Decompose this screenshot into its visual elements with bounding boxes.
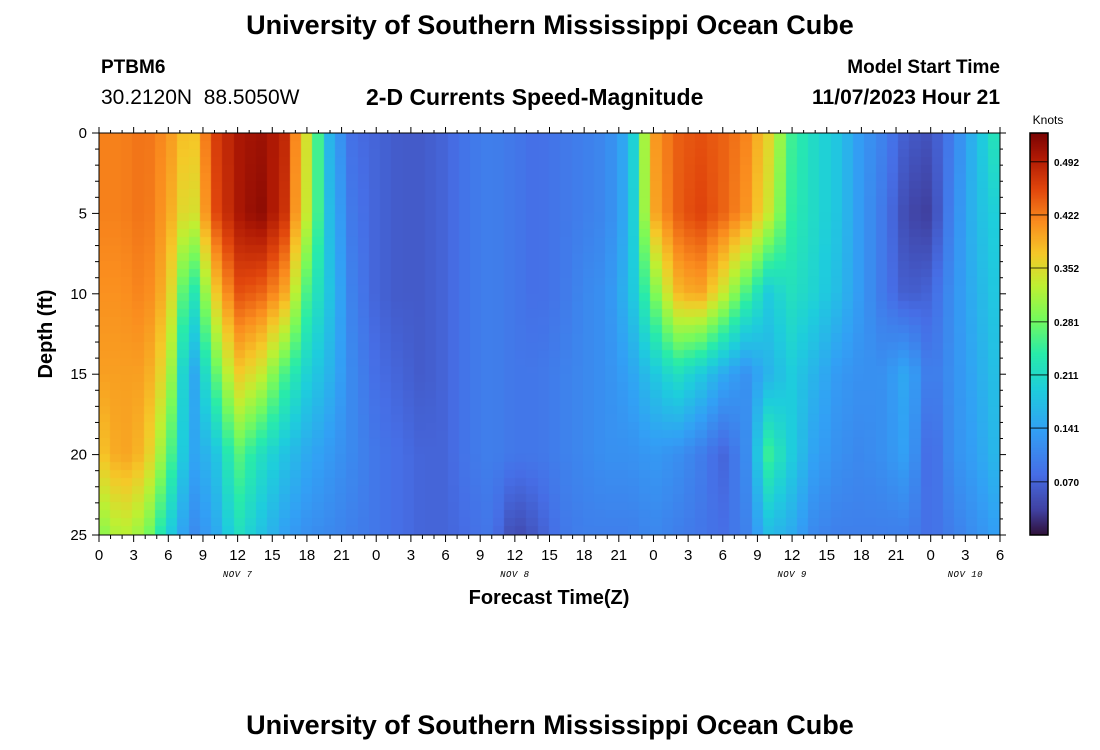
x-tick-label: 21 — [610, 547, 627, 564]
colorbar-tick-label: 0.422 — [1054, 211, 1079, 222]
x-tick-label: 15 — [264, 547, 281, 564]
x-tick-label: 15 — [818, 547, 835, 564]
x-tick-label: 9 — [199, 547, 207, 564]
colorbar-tick-label: 0.141 — [1054, 424, 1079, 435]
page-title: University of Southern Mississippi Ocean… — [246, 10, 854, 40]
x-tick-label: 9 — [476, 547, 484, 564]
colorbar-tick-label: 0.070 — [1054, 478, 1079, 489]
x-tick-label: 6 — [441, 547, 449, 564]
date-label: NOV 10 — [948, 570, 984, 580]
footer-title: University of Southern Mississippi Ocean… — [246, 710, 854, 740]
colorbar-title: Knots — [1033, 113, 1064, 127]
date-label: NOV 9 — [777, 570, 807, 580]
x-tick-label: 3 — [407, 547, 415, 564]
x-tick-label: 15 — [541, 547, 558, 564]
station-id: PTBM6 — [101, 57, 166, 78]
y-tick-label: 5 — [79, 205, 87, 222]
colorbar-gradient — [1030, 133, 1048, 535]
date-label: NOV 7 — [223, 570, 253, 580]
colorbar-tick-label: 0.352 — [1054, 264, 1079, 275]
speed-heatmap — [99, 133, 1000, 535]
x-tick-label: 3 — [684, 547, 692, 564]
x-tick-label: 18 — [576, 547, 593, 564]
x-tick-label: 21 — [333, 547, 350, 564]
x-tick-label: 6 — [164, 547, 172, 564]
x-tick-label: 3 — [961, 547, 969, 564]
colorbar-tick-label: 0.492 — [1054, 158, 1079, 169]
x-tick-label: 21 — [888, 547, 905, 564]
station-coordinates: 30.2120N 88.5050W — [101, 86, 300, 109]
model-start-label: Model Start Time — [847, 57, 1000, 78]
colorbar-tick-label: 0.211 — [1054, 371, 1079, 382]
x-tick-label: 0 — [372, 547, 380, 564]
date-label: NOV 8 — [500, 570, 530, 580]
y-tick-label: 10 — [70, 286, 87, 303]
x-tick-label: 0 — [927, 547, 935, 564]
colorbar-tick-label: 0.281 — [1054, 318, 1079, 329]
x-tick-label: 9 — [753, 547, 761, 564]
x-tick-label: 0 — [95, 547, 103, 564]
x-tick-label: 3 — [129, 547, 137, 564]
plot-frame — [98, 132, 1001, 536]
x-tick-label: 6 — [719, 547, 727, 564]
x-tick-label: 18 — [853, 547, 870, 564]
x-tick-label: 0 — [649, 547, 657, 564]
x-tick-label: 12 — [507, 547, 524, 564]
model-start-value: 11/07/2023 Hour 21 — [812, 86, 1000, 109]
y-tick-label: 15 — [70, 366, 87, 383]
y-tick-label: 20 — [70, 447, 87, 464]
colorbar-frame — [1029, 132, 1049, 536]
chart-subtitle: 2-D Currents Speed-Magnitude — [366, 84, 704, 110]
x-tick-label: 18 — [299, 547, 316, 564]
y-axis-label: Depth (ft) — [35, 290, 57, 379]
y-tick-label: 25 — [70, 527, 87, 544]
x-tick-label: 6 — [996, 547, 1004, 564]
x-tick-label: 12 — [784, 547, 801, 564]
x-tick-label: 12 — [229, 547, 246, 564]
x-axis-label: Forecast Time(Z) — [469, 587, 630, 609]
y-tick-label: 0 — [79, 125, 87, 142]
